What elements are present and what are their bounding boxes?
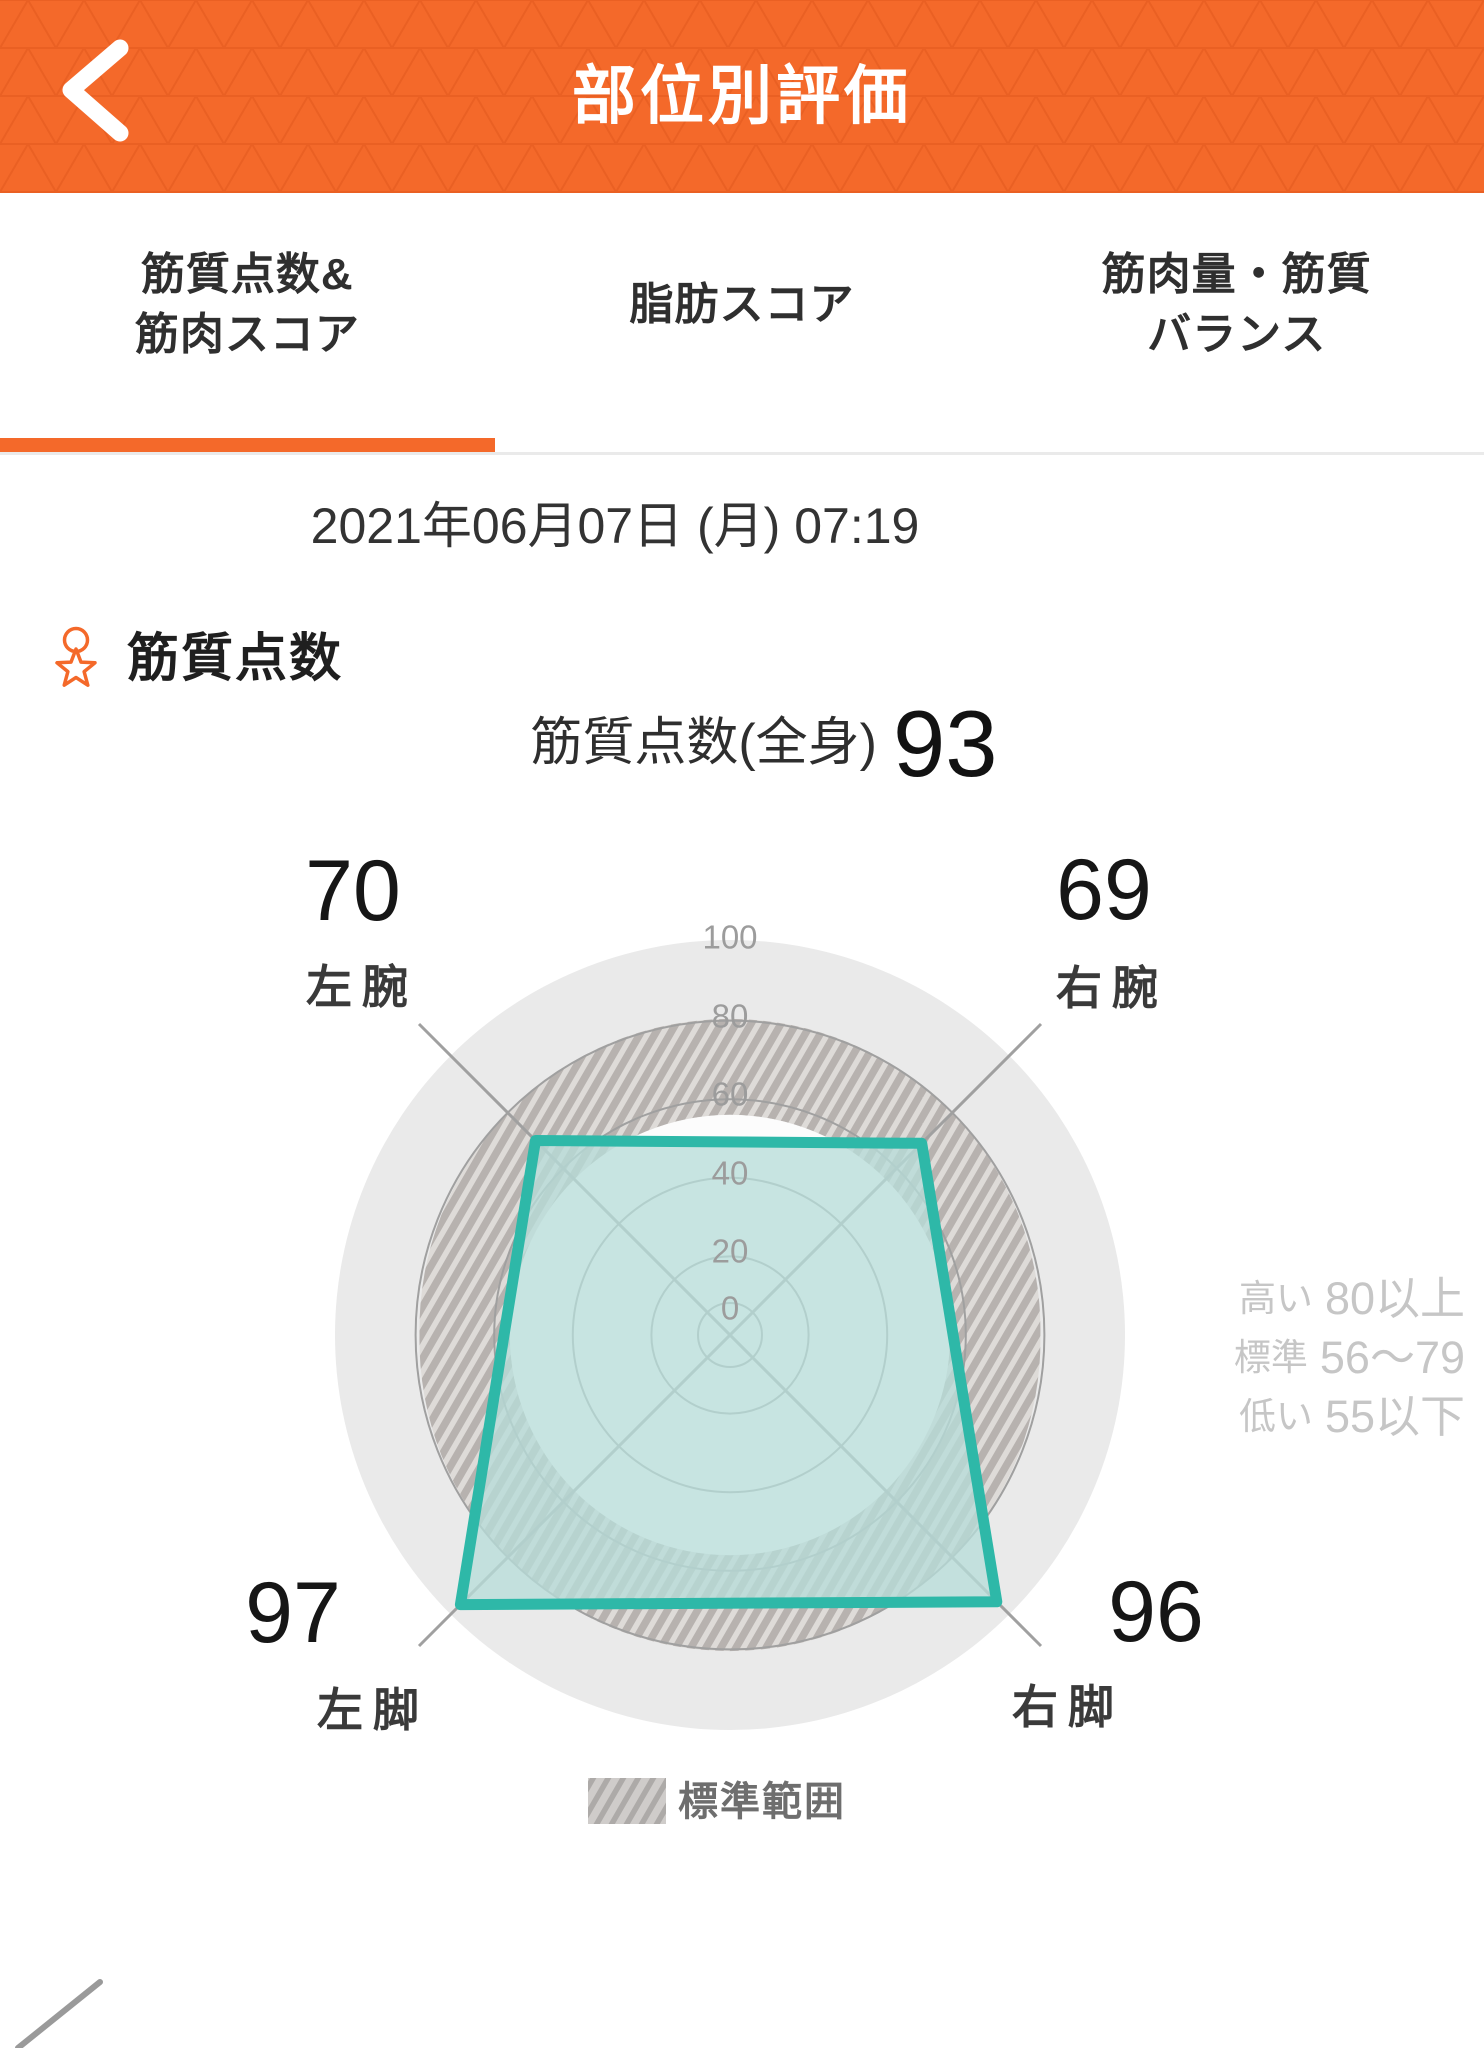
tab-label: 筋肉スコア (134, 310, 360, 359)
chevron-left-icon (62, 39, 129, 142)
svg-text:20: 20 (712, 1233, 749, 1270)
tab-bar: 筋質点数& 筋肉スコア 脂肪スコア 筋肉量・筋質 バランス (0, 193, 1484, 455)
svg-text:左脚: 左脚 (317, 1684, 429, 1736)
svg-text:右脚: 右脚 (1012, 1681, 1124, 1733)
tab-label: 筋肉量・筋質 (1101, 250, 1372, 299)
medal-star-icon (55, 626, 97, 687)
summary-value: 93 (893, 691, 998, 796)
app-header: 部位別評価 (0, 0, 1484, 193)
header-triangle-pattern (0, 0, 1484, 193)
svg-text:80: 80 (712, 998, 749, 1035)
tab-label: 筋質点数& (140, 250, 354, 299)
svg-text:右腕: 右腕 (1056, 962, 1168, 1014)
page-title: 部位別評価 (572, 60, 912, 132)
svg-text:96: 96 (1108, 1564, 1204, 1660)
tab-fat-score[interactable]: 脂肪スコア (495, 193, 990, 417)
part-score-labels: 70 左腕 69 右腕 96 右脚 97 左脚 (245, 850, 1204, 1736)
svg-text:40: 40 (712, 1155, 749, 1192)
tab-muscle-quality-score[interactable]: 筋質点数& 筋肉スコア (0, 193, 495, 452)
svg-text:60: 60 (712, 1076, 749, 1113)
svg-text:0: 0 (721, 1290, 739, 1327)
standard-range-legend: 標準範囲 (588, 1778, 846, 1824)
svg-text:69: 69 (1056, 850, 1152, 938)
svg-text:70: 70 (305, 850, 401, 939)
date-text: 2021年06月07日 (月) 07:19 (310, 498, 920, 554)
standard-range-label: 標準範囲 (678, 1780, 846, 1824)
svg-text:左腕: 左腕 (306, 961, 418, 1013)
svg-text:97: 97 (245, 1565, 341, 1661)
summary-label: 筋質点数(全身) (530, 714, 877, 772)
tab-label: 脂肪スコア (629, 280, 855, 329)
section-title: 筋質点数 (127, 630, 344, 688)
next-chart-axis-stub (15, 1979, 103, 2048)
tab-muscle-balance[interactable]: 筋肉量・筋質 バランス (989, 193, 1484, 417)
score-polygon (454, 1135, 1003, 1611)
tab-label: バランス (1147, 310, 1327, 359)
svg-text:100: 100 (702, 919, 757, 956)
back-button[interactable] (54, 38, 137, 143)
standard-range-swatch (588, 1778, 666, 1824)
radial-tick-labels: 0 20 40 60 80 100 (702, 919, 757, 1327)
